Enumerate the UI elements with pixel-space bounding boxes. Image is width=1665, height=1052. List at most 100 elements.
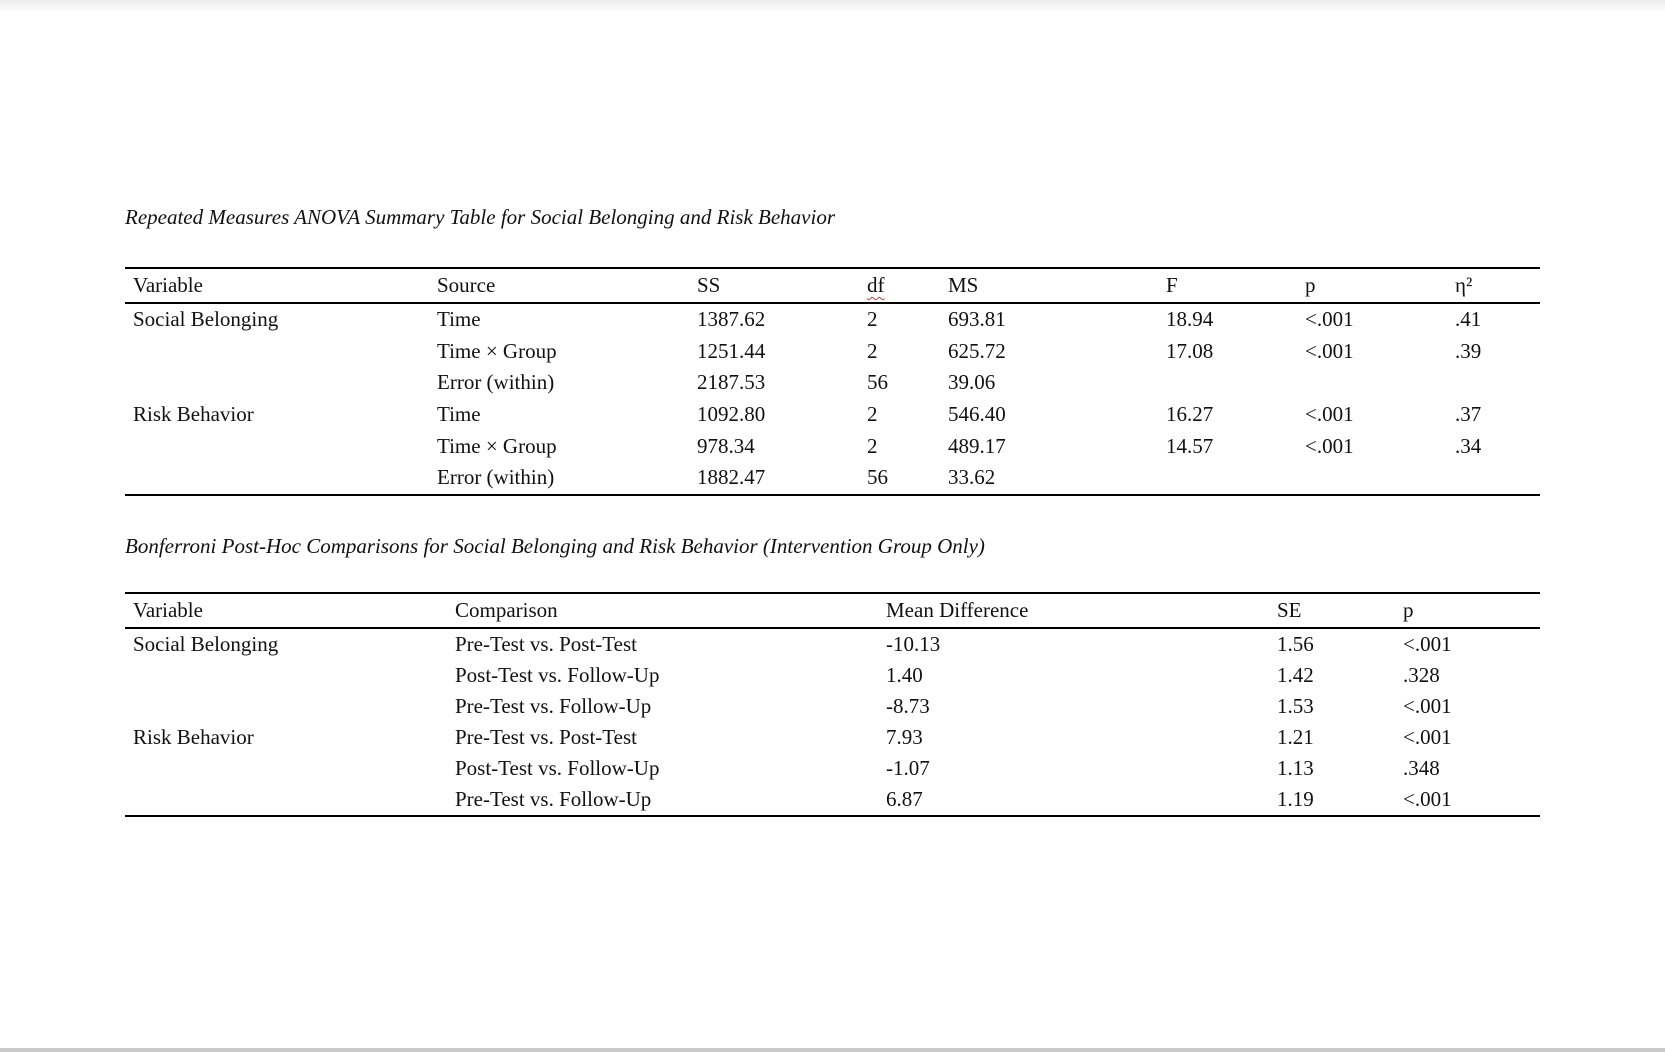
table-cell: Pre-Test vs. Post-Test [455,725,637,749]
table-cell: 1.40 [886,663,923,687]
table-cell: 1.56 [1277,632,1314,656]
column-header: SE [1277,593,1403,629]
column-header: df [867,268,948,304]
table-cell [125,336,437,368]
table-cell [1455,367,1540,399]
table-cell: -8.73 [886,694,930,718]
table-cell: Time × Group [437,433,557,458]
table-row: Social Belonging Pre-Test vs. Post-Test -1… [125,628,1540,660]
table-cell: Error (within) [437,465,555,490]
table-cell: Error (within) [437,370,555,395]
table-cell: Pre-Test vs. Follow-Up [455,787,652,811]
table-row: Time × Group 1251.44 2 625.72 17.08 <.001 .39 [125,336,1540,368]
column-header: MS [948,268,1166,304]
column-header: p [1403,593,1540,629]
table-cell: 2187.53 [697,370,766,395]
table-cell: 39.06 [948,370,996,395]
table-cell: Pre-Test vs. Follow-Up [455,694,652,718]
table-cell: 14.57 [1166,433,1214,458]
table-cell: .34 [1455,433,1482,458]
table-cell [1166,462,1305,495]
table-cell: .41 [1455,307,1482,332]
table-row: Post-Test vs. Follow-Up 1.40 1.42 .328 [125,660,1540,691]
posthoc-comparisons-table: Variable Comparison Mean Difference SE p Soc… [125,592,1540,817]
table-cell [125,462,437,495]
table-cell: Risk Behavior [133,402,254,427]
table-cell: 56 [867,465,888,490]
table-row: Error (within) 2187.53 56 39.06 [125,367,1540,399]
table-cell: <.001 [1403,694,1452,718]
table-cell: .328 [1403,663,1440,687]
window-bottom-edge-bar [0,1048,1665,1052]
anova-table-title: Repeated Measures ANOVA Summary Table fo… [125,205,836,229]
table-cell: Risk Behavior [133,725,254,749]
table-cell: <.001 [1403,787,1452,811]
table-cell: .39 [1455,338,1482,363]
table-cell: 1251.44 [697,338,766,363]
table-cell: <.001 [1403,632,1452,656]
table-cell [125,784,455,816]
table-cell [125,367,437,399]
table-cell: Pre-Test vs. Post-Test [455,632,637,656]
column-header: SS [697,268,867,304]
table-cell: Social Belonging [133,307,279,332]
table-cell: 2 [867,433,878,458]
table-row: Risk Behavior Pre-Test vs. Post-Test 7.93 1… [125,722,1540,753]
table-cell: Post-Test vs. Follow-Up [455,756,660,780]
table-cell [1305,367,1455,399]
table-cell: 1092.80 [697,402,766,427]
table-cell: 1.21 [1277,725,1314,749]
table-cell: -1.07 [886,756,930,780]
spellcheck-flagged-word: df [867,273,885,297]
table-row: Post-Test vs. Follow-Up -1.07 1.13 .348 [125,753,1540,784]
table-cell: .348 [1403,756,1440,780]
table-cell [125,753,455,784]
table-cell: Time [437,402,481,427]
table-cell: 17.08 [1166,338,1214,363]
table-cell: 546.40 [948,402,1006,427]
column-header: Comparison [455,593,886,629]
table-cell: 1882.47 [697,465,766,490]
table-row: Pre-Test vs. Follow-Up 6.87 1.19 <.001 [125,784,1540,816]
posthoc-table-title: Bonferroni Post-Hoc Comparisons for Soci… [125,534,985,558]
table-cell: 6.87 [886,787,923,811]
table-cell: 1387.62 [697,307,766,332]
table-header-row: Variable Comparison Mean Difference SE p [125,593,1540,629]
table-cell: 1.42 [1277,663,1314,687]
table-row: Time × Group 978.34 2 489.17 14.57 <.001 .34 [125,430,1540,462]
table-cell: <.001 [1305,307,1354,332]
table-row: Error (within) 1882.47 56 33.62 [125,462,1540,495]
table-row: Social Belonging Time 1387.62 2 693.81 18.94 <… [125,303,1540,336]
column-header: Variable [125,593,455,629]
column-header: p [1305,268,1455,304]
table-cell: Time × Group [437,338,557,363]
table-cell: 1.19 [1277,787,1314,811]
table-cell: 33.62 [948,465,996,490]
table-cell: 489.17 [948,433,1006,458]
table-cell: 2 [867,338,878,363]
table-cell [125,430,437,462]
table-cell: 16.27 [1166,402,1214,427]
table-cell: 18.94 [1166,307,1214,332]
table-row: Pre-Test vs. Follow-Up -8.73 1.53 <.001 [125,691,1540,722]
table-cell: Time [437,307,481,332]
table-cell: 693.81 [948,307,1006,332]
table-cell: <.001 [1305,433,1354,458]
table-cell: <.001 [1403,725,1452,749]
table-cell [125,691,455,722]
table-cell: 1.13 [1277,756,1314,780]
table-cell: 2 [867,307,878,332]
table-cell [1166,367,1305,399]
table-cell: .37 [1455,402,1482,427]
table-cell: Social Belonging [133,632,279,656]
column-header: Source [437,268,697,304]
table-cell: 7.93 [886,725,923,749]
table-cell: 2 [867,402,878,427]
table-cell: -10.13 [886,632,941,656]
table-cell: 1.53 [1277,694,1314,718]
table-cell [1305,462,1455,495]
table-cell: <.001 [1305,402,1354,427]
column-header: η² [1455,268,1540,304]
